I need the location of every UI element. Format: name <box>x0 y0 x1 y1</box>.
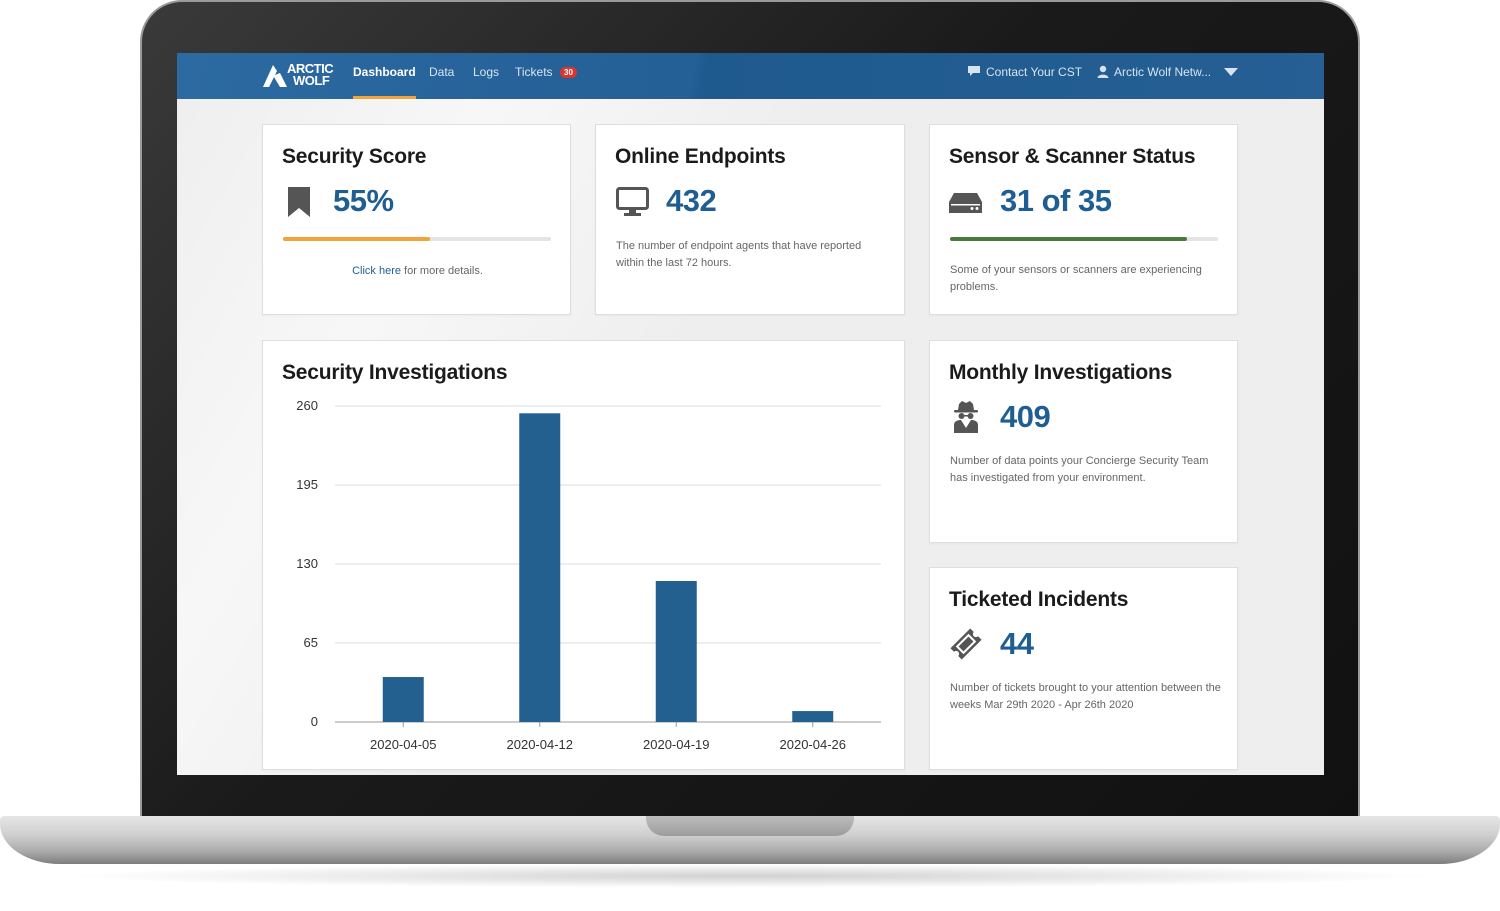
bar <box>519 413 561 722</box>
logo-text: ARCTIC WOLF <box>287 61 334 88</box>
active-tab-indicator <box>353 96 416 99</box>
monthly-investigations-card: Monthly Investigations 409 Number of dat… <box>929 340 1238 543</box>
security-score-progress-fill <box>283 237 431 241</box>
screen: ARCTIC WOLF Dashboard Data Logs Tickets … <box>177 53 1324 775</box>
ticket-icon <box>950 628 982 660</box>
online-endpoints-description: The number of endpoint agents that have … <box>616 240 862 269</box>
x-tick-label: 2020-04-19 <box>643 737 710 752</box>
security-score-progress <box>283 237 551 241</box>
sensor-status-progress-fill <box>950 237 1188 241</box>
account-name: Arctic Wolf Netw... <box>1114 65 1212 79</box>
chat-bubble-icon <box>968 66 980 77</box>
bookmark-icon <box>288 187 310 217</box>
nav-tab-logs[interactable]: Logs <box>473 53 499 99</box>
card-title: Online Endpoints <box>615 145 786 168</box>
nav-tab-label: Logs <box>473 65 500 79</box>
y-tick-label: 65 <box>304 635 318 650</box>
security-investigations-card: Security Investigations 0 65 130 195 260 2020… <box>262 340 905 770</box>
y-tick-label: 0 <box>311 714 318 729</box>
ticketed-incidents-card: Ticketed Incidents 44 Number of tickets … <box>929 567 1238 770</box>
card-title: Security Score <box>282 145 427 168</box>
security-investigations-chart: 0 65 130 195 260 2020-04-05 2020-04-12 2020-04-… <box>296 398 881 752</box>
y-tick-label: 130 <box>296 556 318 571</box>
laptop-notch <box>646 816 854 836</box>
arctic-wolf-logo[interactable]: ARCTIC WOLF <box>261 61 341 91</box>
ticketed-incidents-description: Number of tickets brought to your attent… <box>950 682 1221 711</box>
sensor-status-value: 31 of 35 <box>1000 183 1112 218</box>
x-tick-label: 2020-04-05 <box>370 737 437 752</box>
ticketed-incidents-value: 44 <box>1000 626 1034 661</box>
chevron-down-icon[interactable] <box>1224 68 1238 77</box>
tickets-count-badge: 30 <box>560 67 577 78</box>
security-score-card: Security Score 55% Click here for more d… <box>262 124 571 315</box>
sensor-status-progress <box>950 237 1218 241</box>
wolf-mountain-icon <box>263 65 287 87</box>
server-icon <box>949 193 982 213</box>
monitor-icon <box>616 187 649 216</box>
sensor-status-description: Some of your sensors or scanners are exp… <box>950 264 1202 293</box>
monthly-investigations-description: Number of data points your Concierge Sec… <box>950 455 1209 484</box>
contact-cst-link[interactable]: Contact Your CST <box>967 53 1082 99</box>
nav-tab-tickets[interactable]: Tickets <box>515 53 553 99</box>
click-here-link[interactable]: Click here <box>352 265 401 277</box>
x-tick-label: 2020-04-12 <box>507 737 574 752</box>
logo-line-1: ARCTIC <box>287 61 334 76</box>
nav-tab-label: Dashboard <box>353 65 416 79</box>
bar <box>655 581 697 722</box>
sensor-status-card: Sensor & Scanner Status 31 of 35 Some of… <box>929 124 1238 315</box>
online-endpoints-value: 432 <box>666 183 717 218</box>
details-text: Click here for more details. <box>263 263 572 280</box>
card-title: Ticketed Incidents <box>949 588 1129 611</box>
nav-tab-label: Tickets <box>515 65 553 79</box>
details-suffix: for more details. <box>400 265 483 277</box>
top-navbar: ARCTIC WOLF Dashboard Data Logs Tickets … <box>177 53 1324 99</box>
y-tick-label: 195 <box>296 477 318 492</box>
card-title: Monthly Investigations <box>949 361 1173 384</box>
user-icon <box>1097 65 1109 78</box>
account-menu[interactable]: Arctic Wolf Netw... <box>1097 53 1211 99</box>
nav-tab-dashboard[interactable]: Dashboard <box>353 53 416 99</box>
spy-icon <box>954 401 978 433</box>
nav-tab-label: Data <box>429 65 455 79</box>
online-endpoints-card: Online Endpoints 432 The number of endpo… <box>595 124 905 315</box>
card-title: Sensor & Scanner Status <box>949 145 1196 168</box>
laptop-shadow <box>60 864 1440 888</box>
logo-line-2: WOLF <box>293 73 330 88</box>
card-title: Security Investigations <box>282 361 508 384</box>
x-tick-label: 2020-04-26 <box>780 737 847 752</box>
monthly-investigations-value: 409 <box>1000 399 1051 434</box>
security-score-value: 55% <box>333 183 394 218</box>
bar <box>382 677 424 722</box>
contact-cst-label: Contact Your CST <box>986 65 1083 79</box>
bar <box>792 711 834 722</box>
y-tick-label: 260 <box>296 398 318 413</box>
nav-tab-data[interactable]: Data <box>429 53 454 99</box>
